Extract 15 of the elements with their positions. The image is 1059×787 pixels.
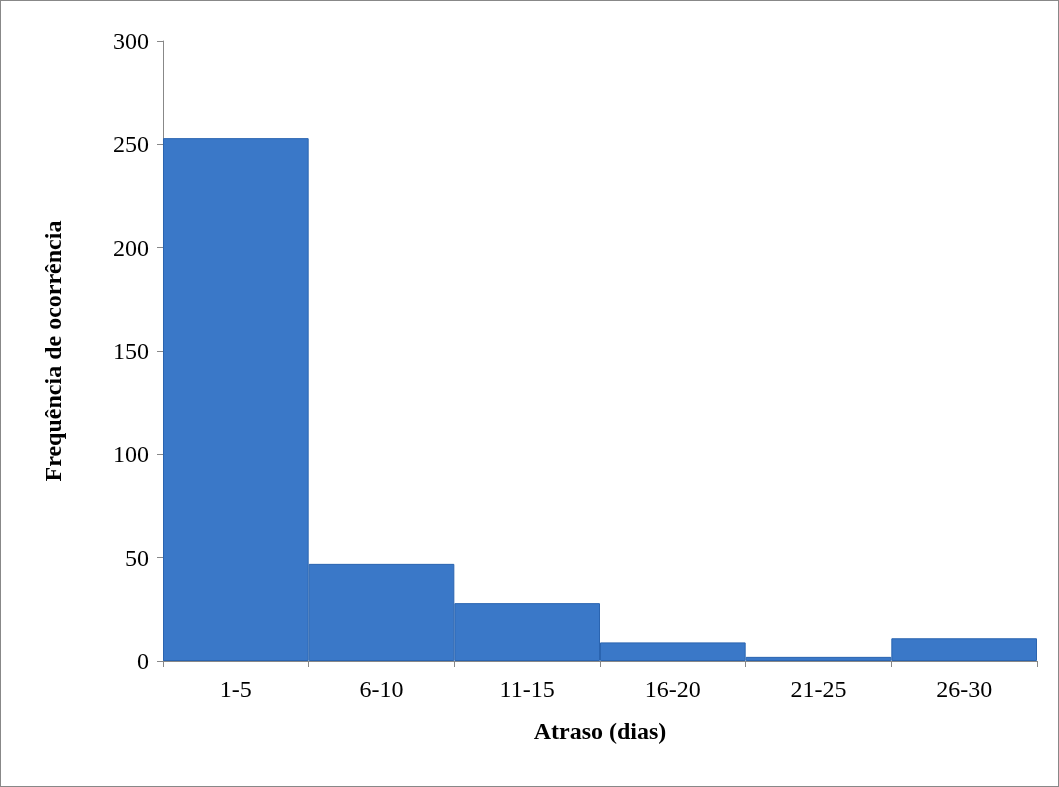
y-tick-label: 0 [137,648,149,674]
y-tick-label: 200 [113,234,149,261]
x-axis-title: Atraso (dias) [533,718,667,744]
y-tick-label: 50 [125,544,149,571]
x-tick-label: 11-15 [499,676,555,702]
x-tick-label: 6-10 [359,676,404,702]
y-tick-label: 150 [113,338,149,364]
y-tick-label: 250 [113,131,149,158]
y-axis-title: Frequência de ocorrência [40,220,66,482]
x-tick-label: 21-25 [790,676,847,702]
x-tick-label: 1-5 [219,676,252,702]
x-tick-label: 26-30 [936,676,993,702]
y-tick-label: 300 [113,28,149,54]
x-tick-label: 16-20 [644,676,701,702]
y-tick-label: 100 [113,441,149,468]
